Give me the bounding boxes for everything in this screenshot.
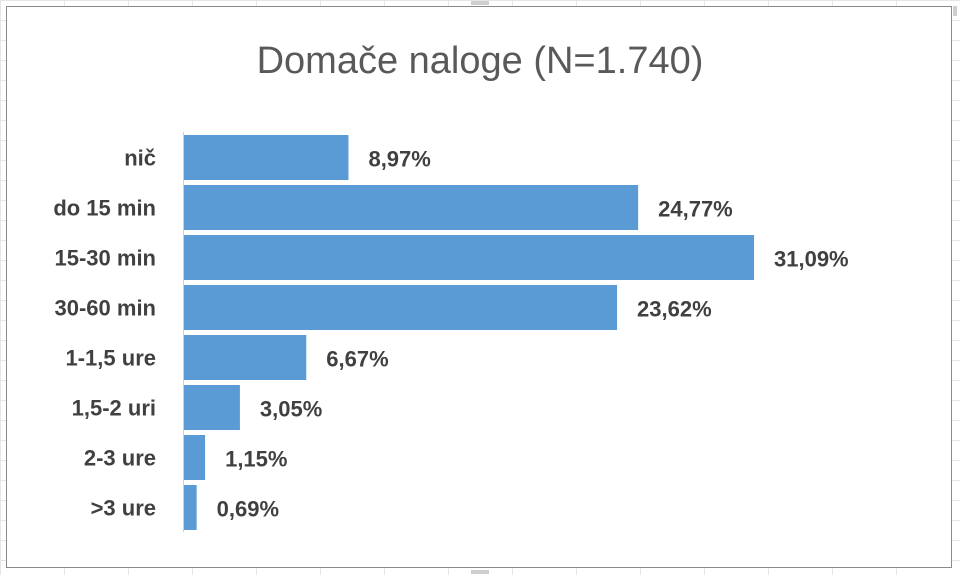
bar[interactable] — [184, 485, 197, 530]
data-label: 6,67% — [326, 347, 388, 372]
chart-title: Domače naloge (N=1.740) — [256, 40, 704, 82]
bar[interactable] — [184, 185, 639, 230]
bar[interactable] — [184, 335, 307, 380]
category-label: >3 ure — [91, 496, 156, 521]
data-label: 8,97% — [368, 147, 430, 172]
bar[interactable] — [184, 385, 240, 430]
category-label: 1,5-2 uri — [72, 396, 156, 421]
category-label: 1-1,5 ure — [66, 346, 157, 371]
resize-handle-right[interactable] — [953, 6, 957, 16]
data-label: 0,69% — [217, 497, 279, 522]
data-label: 1,15% — [225, 447, 287, 472]
bars-group: nič 8,97% do 15 min 24,77% 15-30 min 31,09% 30… — [53, 135, 849, 530]
category-label: nič — [124, 146, 156, 171]
data-label: 23,62% — [637, 297, 712, 322]
category-label: 30-60 min — [55, 296, 157, 321]
category-label: 15-30 min — [55, 246, 157, 271]
category-label: 2-3 ure — [84, 446, 156, 471]
bar[interactable] — [184, 135, 349, 180]
data-label: 3,05% — [260, 397, 322, 422]
category-label: do 15 min — [53, 196, 156, 221]
bar[interactable] — [184, 235, 754, 280]
data-label: 24,77% — [658, 197, 733, 222]
resize-handle-top[interactable] — [471, 1, 489, 5]
bar[interactable] — [184, 435, 206, 480]
bar[interactable] — [184, 285, 618, 330]
resize-handle-bottom[interactable] — [471, 570, 489, 574]
data-label: 31,09% — [774, 247, 849, 272]
